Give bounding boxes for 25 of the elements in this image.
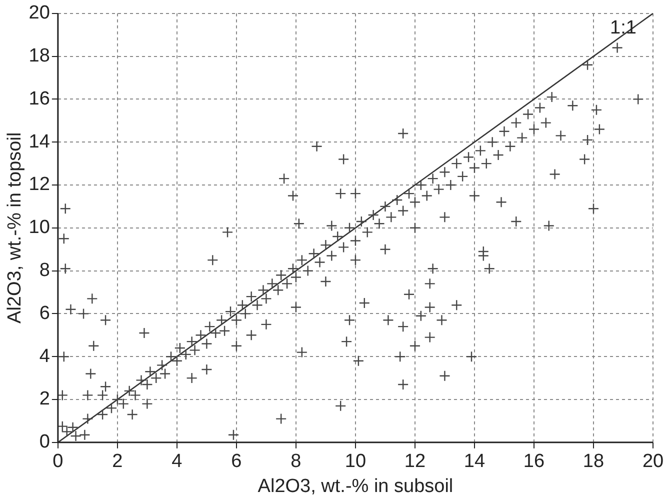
x-tick-label: 12 bbox=[404, 451, 426, 472]
y-tick-label: 0 bbox=[39, 432, 50, 453]
y-tick-label: 14 bbox=[28, 131, 50, 152]
x-tick-label: 16 bbox=[523, 451, 545, 472]
x-tick-label: 0 bbox=[52, 451, 64, 472]
x-tick-label: 18 bbox=[582, 451, 604, 472]
x-tick-label: 6 bbox=[231, 451, 242, 472]
y-tick-label: 16 bbox=[28, 88, 50, 110]
annotation: 1:1 bbox=[610, 18, 636, 39]
y-tick-label: 12 bbox=[28, 174, 50, 196]
y-tick-label: 10 bbox=[28, 217, 50, 238]
y-tick-label: 8 bbox=[39, 260, 50, 282]
y-tick-label: 18 bbox=[28, 46, 50, 67]
x-tick-label: 10 bbox=[344, 451, 366, 472]
y-tick-label: 6 bbox=[39, 302, 50, 324]
x-axis-title: Al2O3, wt.-% in subsoil bbox=[258, 476, 454, 497]
y-tick-label: 2 bbox=[39, 388, 50, 410]
x-tick-label: 20 bbox=[642, 451, 664, 472]
x-tick-label: 14 bbox=[464, 451, 486, 472]
y-axis-title: Al2O3, wt.-% in topsoil bbox=[4, 132, 26, 324]
x-tick-label: 8 bbox=[290, 451, 302, 472]
y-tick-label: 20 bbox=[28, 2, 50, 24]
x-tick-label: 2 bbox=[112, 451, 123, 472]
y-tick-label: 4 bbox=[39, 346, 50, 367]
x-tick-label: 4 bbox=[172, 451, 183, 472]
